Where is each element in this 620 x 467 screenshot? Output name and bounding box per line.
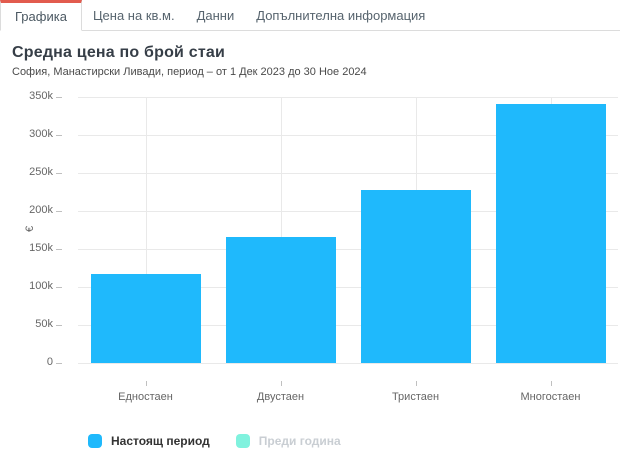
chart-title: Средна цена по брой стаи: [12, 44, 225, 61]
y-tick-mark: [56, 325, 62, 326]
y-tick-label: 50k: [35, 318, 53, 330]
tab-additional-info[interactable]: Допълнителна информация: [256, 7, 426, 23]
y-gridline: [78, 287, 618, 288]
chart-subtitle: София, Манастирски Ливади, период – от 1…: [12, 66, 367, 78]
legend-label-year-ago: Преди година: [258, 434, 341, 448]
x-tick-mark: [550, 381, 552, 386]
chart-bar[interactable]: [225, 236, 336, 363]
x-gridline: [145, 97, 147, 363]
y-gridline: [78, 249, 618, 250]
y-tick-label: 350k: [29, 90, 53, 102]
y-tick-label: 0: [46, 356, 53, 368]
legend-label-current-period: Настоящ период: [111, 434, 210, 448]
y-tick-mark: [56, 249, 62, 250]
x-gridline: [280, 97, 282, 363]
x-axis-label: Едностаен: [118, 391, 173, 403]
x-axis-label: Многостаен: [520, 391, 581, 403]
y-gridline: [78, 97, 618, 98]
tab-chart[interactable]: Графика: [0, 0, 82, 31]
y-tick-label: 250k: [29, 166, 53, 178]
tab-bar: Графика Цена на кв.м. Данни Допълнителна…: [0, 0, 620, 31]
y-gridline: [78, 173, 618, 174]
chart-bar[interactable]: [90, 274, 201, 363]
x-axis-label: Двустаен: [256, 391, 305, 403]
legend-item-current-period[interactable]: Настоящ период: [88, 434, 210, 448]
y-tick-label: 200k: [29, 204, 53, 216]
x-tick-mark: [415, 381, 417, 386]
y-tick-mark: [56, 135, 62, 136]
chart-bar[interactable]: [495, 103, 606, 363]
y-tick-label: 300k: [29, 128, 53, 140]
tab-data[interactable]: Данни: [196, 7, 235, 23]
y-gridline: [78, 135, 618, 136]
x-axis-label: Тристаен: [391, 391, 440, 403]
legend-swatch-year-ago: [235, 434, 250, 448]
x-tick-mark: [145, 381, 147, 386]
y-tick-label: 100k: [29, 280, 53, 292]
y-tick-mark: [56, 287, 62, 288]
y-tick-mark: [56, 211, 62, 212]
y-tick-mark: [56, 363, 62, 364]
legend-item-year-ago[interactable]: Преди година: [235, 434, 341, 448]
y-gridline: [78, 325, 618, 326]
y-tick-mark: [56, 97, 62, 98]
y-tick-label: 150k: [29, 242, 53, 254]
y-tick-mark: [56, 173, 62, 174]
chart-legend: Настоящ период Преди година: [88, 434, 341, 448]
tab-price-per-sqm[interactable]: Цена на кв.м.: [92, 7, 175, 23]
y-gridline: [78, 363, 618, 364]
x-tick-mark: [280, 381, 282, 386]
legend-swatch-current-period: [88, 434, 102, 448]
chart-bar[interactable]: [360, 190, 471, 363]
y-gridline: [78, 211, 618, 212]
